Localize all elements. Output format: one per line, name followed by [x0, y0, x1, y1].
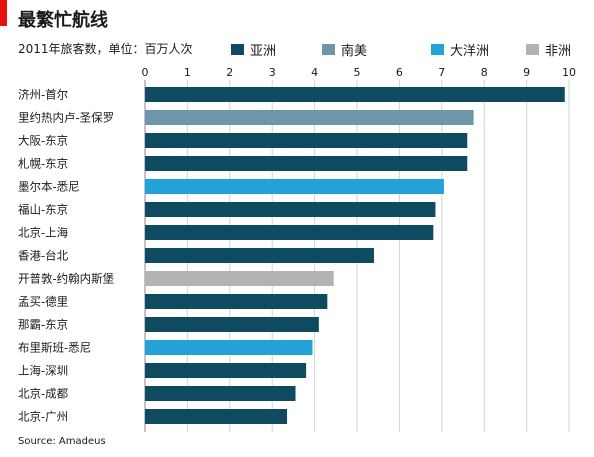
x-tick-label: 2 — [226, 66, 233, 79]
bar — [145, 225, 434, 240]
category-label: 开普敦-约翰内斯堡 — [18, 272, 115, 286]
category-label: 墨尔本-悉尼 — [18, 180, 80, 194]
legend-item-africa: 非洲 — [526, 40, 571, 59]
legend-label-asia: 亚洲 — [250, 44, 277, 59]
category-label: 大阪-东京 — [18, 134, 68, 148]
legend-label-oceania: 大洋洲 — [450, 44, 490, 59]
bar — [145, 248, 374, 263]
chart-legend: 亚洲 南美 大洋洲 非洲 — [0, 40, 594, 60]
chart-title: 最繁忙航线 — [18, 10, 108, 31]
category-label: 香港-台北 — [18, 249, 69, 263]
category-label: 里约热内卢-圣保罗 — [18, 111, 114, 125]
x-tick-label: 8 — [481, 66, 488, 79]
legend-label-africa: 非洲 — [545, 44, 572, 59]
x-tick-label: 0 — [142, 66, 149, 79]
bar — [145, 317, 319, 332]
legend-swatch-oceania — [431, 44, 444, 55]
category-label: 济州-首尔 — [18, 88, 68, 102]
bar — [145, 110, 474, 125]
bar — [145, 271, 334, 286]
legend-swatch-asia — [231, 44, 244, 55]
x-tick-label: 5 — [354, 66, 361, 79]
x-tick-label: 4 — [311, 66, 318, 79]
legend-item-oceania: 大洋洲 — [431, 40, 489, 59]
bar — [145, 202, 436, 217]
category-label: 上海-深圳 — [18, 364, 68, 378]
category-label: 孟买-德里 — [18, 295, 68, 309]
bar — [145, 409, 288, 424]
legend-swatch-south-america — [322, 44, 335, 55]
category-label: 札幌-东京 — [18, 157, 68, 171]
bar — [145, 87, 565, 102]
x-tick-label: 9 — [523, 66, 530, 79]
x-tick-label: 6 — [396, 66, 403, 79]
chart-subtitle: 2011年旅客数，单位：百万人次 — [18, 42, 193, 56]
category-label: 北京-广州 — [18, 410, 68, 424]
legend-label-south-america: 南美 — [341, 44, 368, 59]
bar — [145, 363, 307, 378]
bar — [145, 156, 468, 171]
bar — [145, 294, 328, 309]
x-tick-label: 1 — [184, 66, 191, 79]
bar — [145, 386, 296, 401]
bar — [145, 340, 313, 355]
x-tick-label: 3 — [269, 66, 276, 79]
source-note: Source: Amadeus — [18, 436, 106, 447]
bar — [145, 133, 468, 148]
x-tick-label: 7 — [438, 66, 445, 79]
legend-item-south-america: 南美 — [322, 40, 367, 59]
x-tick-label: 10 — [562, 66, 576, 79]
category-label: 布里斯班-悉尼 — [18, 341, 91, 355]
category-label: 那霸-东京 — [18, 318, 68, 332]
legend-item-asia: 亚洲 — [231, 40, 276, 59]
category-label: 北京-上海 — [18, 226, 69, 240]
bar — [145, 179, 444, 194]
brand-red-mark — [0, 0, 7, 26]
category-label: 北京-成都 — [18, 387, 69, 401]
category-label: 福山-东京 — [18, 203, 68, 217]
legend-swatch-africa — [526, 44, 539, 55]
